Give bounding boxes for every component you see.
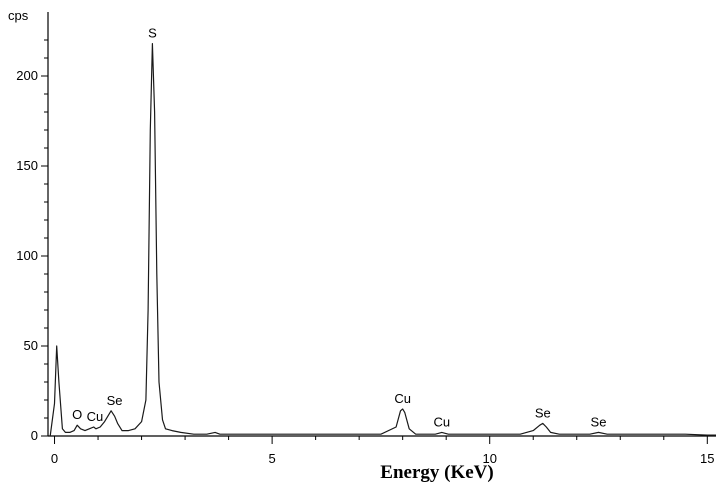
spectrum-line bbox=[49, 43, 716, 437]
y-axis-unit-label: cps bbox=[8, 8, 29, 23]
peak-label: O bbox=[72, 407, 82, 422]
series bbox=[49, 43, 716, 437]
y-tick-label: 150 bbox=[16, 158, 38, 173]
x-axis-title: Energy (KeV) bbox=[380, 462, 493, 483]
peak-label: Se bbox=[591, 414, 607, 429]
y-tick-label: 0 bbox=[31, 428, 38, 443]
tick-labels: 0 50 100 150 200 0 5 10 15 bbox=[16, 68, 714, 466]
ticks bbox=[41, 39, 708, 444]
x-tick-label: 15 bbox=[700, 451, 714, 466]
x-tick-label: 5 bbox=[269, 451, 276, 466]
axes bbox=[47, 12, 716, 437]
y-tick-label: 200 bbox=[16, 68, 38, 83]
peak-label: Cu bbox=[87, 409, 104, 424]
peak-label: S bbox=[148, 26, 157, 41]
peak-label: Cu bbox=[394, 391, 411, 406]
peak-label: Se bbox=[535, 405, 551, 420]
peak-label: Se bbox=[107, 393, 123, 408]
x-tick-label: 10 bbox=[482, 451, 496, 466]
peak-label: Cu bbox=[434, 414, 451, 429]
y-tick-label: 100 bbox=[16, 248, 38, 263]
y-tick-label: 50 bbox=[24, 338, 38, 353]
x-tick-label: 0 bbox=[51, 451, 58, 466]
